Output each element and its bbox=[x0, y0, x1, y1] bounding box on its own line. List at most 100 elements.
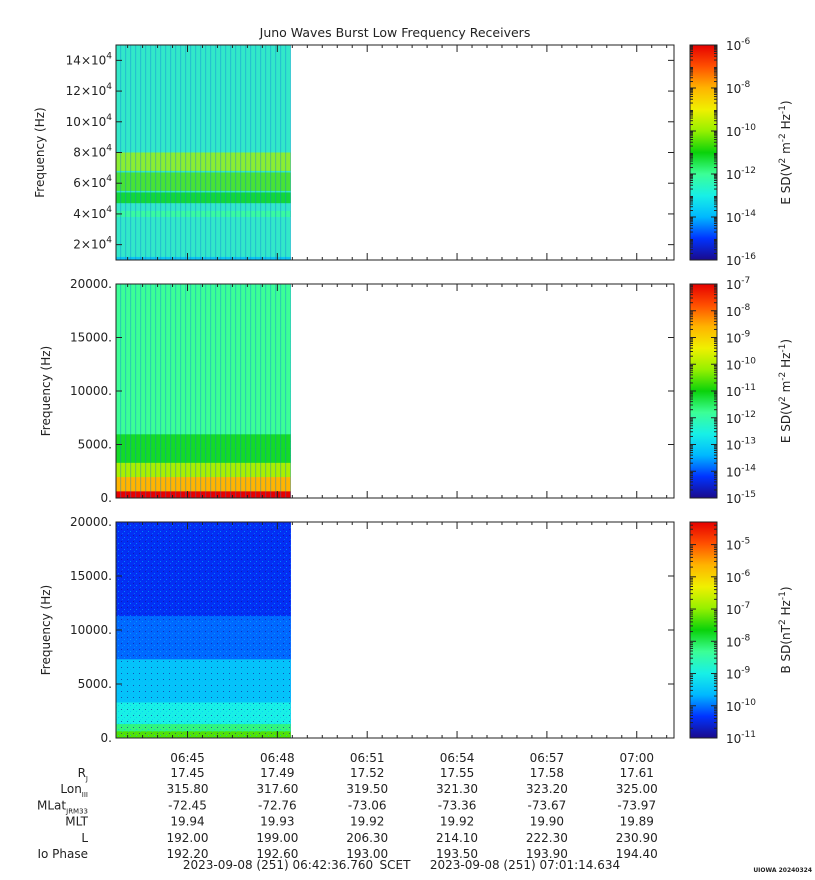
ephemeris-label: L bbox=[81, 831, 88, 845]
ephemeris-value: -72.45 bbox=[168, 798, 207, 812]
panel-3: 0. 5000. 10000. 15000. 20000. Frequency (Hz) 1… bbox=[39, 515, 793, 746]
y-tick-label: 10000. bbox=[70, 384, 112, 398]
ephemeris-value: 214.10 bbox=[436, 831, 478, 845]
ephemeris-label: Io Phase bbox=[37, 847, 88, 861]
ephemeris-label: MLatJRM33 bbox=[37, 798, 88, 815]
colorbar bbox=[690, 522, 717, 738]
ephemeris-value: 17.49 bbox=[260, 766, 294, 780]
colorbar-tick-label: 10-8 bbox=[726, 80, 751, 96]
colorbar-tick-label: 10-7 bbox=[726, 601, 750, 617]
ephemeris-value: -72.76 bbox=[258, 798, 297, 812]
panels: 2×104 4×104 6×104 8×104 10×104 12×104 14×104 Fr… bbox=[33, 37, 793, 746]
ephemeris-value: 19.92 bbox=[440, 815, 474, 829]
ephemeris-value: 192.20 bbox=[166, 847, 208, 861]
ephemeris-value: -73.36 bbox=[438, 798, 477, 812]
ephemeris-label: RJ bbox=[78, 766, 88, 783]
ephemeris-value: 222.30 bbox=[526, 831, 568, 845]
colorbar-tick-label: 10-10 bbox=[726, 356, 756, 372]
y-tick-label: 0. bbox=[101, 491, 112, 505]
ephemeris-value: 230.90 bbox=[616, 831, 658, 845]
ephemeris-value: 319.50 bbox=[346, 782, 388, 796]
panel-2: 0. 5000. 10000. 15000. 20000. Frequency (Hz) 1… bbox=[39, 276, 793, 506]
y-axis-label: Frequency (Hz) bbox=[39, 585, 53, 676]
colorbar-tick-label: 10-14 bbox=[726, 209, 756, 225]
colorbar-tick-label: 10-13 bbox=[726, 437, 756, 453]
colorbar-tick-label: 10-11 bbox=[726, 383, 756, 399]
ephemeris-value: -73.67 bbox=[528, 798, 567, 812]
y-axis-label: Frequency (Hz) bbox=[33, 107, 47, 198]
colorbar-tick-label: 10-16 bbox=[726, 252, 756, 268]
y-tick-label: 6×104 bbox=[73, 174, 112, 190]
ephemeris-label: LonIII bbox=[60, 782, 88, 799]
colorbar-label: E SD(V2 m-2 Hz-1) bbox=[778, 339, 793, 443]
colorbar-label: B SD(nT2 Hz-1) bbox=[778, 586, 793, 673]
y-tick-label: 2×104 bbox=[73, 236, 112, 252]
colorbar-tick-label: 10-5 bbox=[726, 537, 750, 553]
time-tick-label: 07:00 bbox=[619, 751, 654, 765]
y-tick-label: 15000. bbox=[70, 331, 112, 345]
ephemeris-value: 17.58 bbox=[530, 766, 564, 780]
ephemeris-value: 17.52 bbox=[350, 766, 384, 780]
ephemeris-table: 06:45 06:48 06:51 06:54 06:57 07:00 RJ 17.45 17.… bbox=[37, 751, 658, 861]
colorbar-label: E SD(V2 m-2 Hz-1) bbox=[778, 100, 793, 204]
ephemeris-value: 325.00 bbox=[616, 782, 658, 796]
colorbar-tick-label: 10-7 bbox=[726, 276, 750, 292]
y-tick-label: 4×104 bbox=[73, 205, 112, 221]
ephemeris-value: 192.00 bbox=[166, 831, 208, 845]
time-tick-label: 06:57 bbox=[530, 751, 565, 765]
spectrogram-texture bbox=[116, 284, 291, 498]
colorbar-tick-label: 10-9 bbox=[726, 330, 751, 346]
time-tick-label: 06:51 bbox=[350, 751, 385, 765]
y-tick-label: 20000. bbox=[70, 277, 112, 291]
panel-1: 2×104 4×104 6×104 8×104 10×104 12×104 14×104 Fr… bbox=[33, 37, 793, 268]
colorbar-tick-label: 10-12 bbox=[726, 410, 756, 426]
footer-start-time: 2023-09-08 (251) 06:42:36.760 bbox=[183, 858, 373, 872]
ephemeris-value: 193.90 bbox=[526, 847, 568, 861]
ephemeris-value: 315.80 bbox=[166, 782, 208, 796]
ephemeris-value: 199.00 bbox=[256, 831, 298, 845]
spectrogram-texture bbox=[116, 45, 291, 260]
y-tick-label: 14×104 bbox=[66, 51, 113, 67]
ephemeris-value: 19.92 bbox=[350, 815, 384, 829]
colorbar-tick-label: 10-6 bbox=[726, 569, 751, 585]
time-tick-label: 06:45 bbox=[170, 751, 205, 765]
colorbar-tick-label: 10-10 bbox=[726, 123, 756, 139]
ephemeris-value: 19.90 bbox=[530, 815, 564, 829]
time-tick-label: 06:54 bbox=[440, 751, 475, 765]
ephemeris-value: 194.40 bbox=[616, 847, 658, 861]
y-axis-label: Frequency (Hz) bbox=[39, 346, 53, 437]
ephemeris-value: 193.50 bbox=[436, 847, 478, 861]
colorbar-tick-label: 10-14 bbox=[726, 463, 756, 479]
colorbar-tick-label: 10-8 bbox=[726, 633, 751, 649]
ephemeris-value: 206.30 bbox=[346, 831, 388, 845]
y-tick-label: 15000. bbox=[70, 569, 112, 583]
colorbar-tick-label: 10-9 bbox=[726, 666, 751, 682]
ephemeris-value: 192.60 bbox=[256, 847, 298, 861]
ephemeris-value: 193.00 bbox=[346, 847, 388, 861]
spectrogram-texture bbox=[116, 522, 291, 738]
y-tick-label: 10000. bbox=[70, 623, 112, 637]
colorbar bbox=[690, 45, 717, 260]
colorbar-tick-label: 10-10 bbox=[726, 698, 756, 714]
ephemeris-value: 323.20 bbox=[526, 782, 568, 796]
ephemeris-value: 321.30 bbox=[436, 782, 478, 796]
ephemeris-value: 19.89 bbox=[620, 815, 654, 829]
colorbar-frame bbox=[689, 44, 718, 261]
colorbar-tick-label: 10-8 bbox=[726, 303, 751, 319]
ephemeris-value: 17.61 bbox=[620, 766, 654, 780]
time-tick-label: 06:48 bbox=[260, 751, 295, 765]
footer-scet-label: SCET bbox=[380, 858, 412, 872]
y-tick-label: 20000. bbox=[70, 515, 112, 529]
colorbar-tick-label: 10-6 bbox=[726, 37, 751, 53]
ephemeris-label: MLT bbox=[65, 815, 88, 829]
figure-title: Juno Waves Burst Low Frequency Receivers bbox=[259, 25, 531, 40]
y-tick-label: 10×104 bbox=[66, 113, 113, 129]
ephemeris-value: 317.60 bbox=[256, 782, 298, 796]
ephemeris-value: 17.55 bbox=[440, 766, 474, 780]
watermark: UIOWA 20240324 bbox=[753, 867, 812, 874]
ephemeris-value: -73.06 bbox=[348, 798, 387, 812]
y-tick-label: 0. bbox=[101, 731, 112, 745]
y-tick-label: 5000. bbox=[78, 438, 112, 452]
ephemeris-value: 17.45 bbox=[170, 766, 204, 780]
